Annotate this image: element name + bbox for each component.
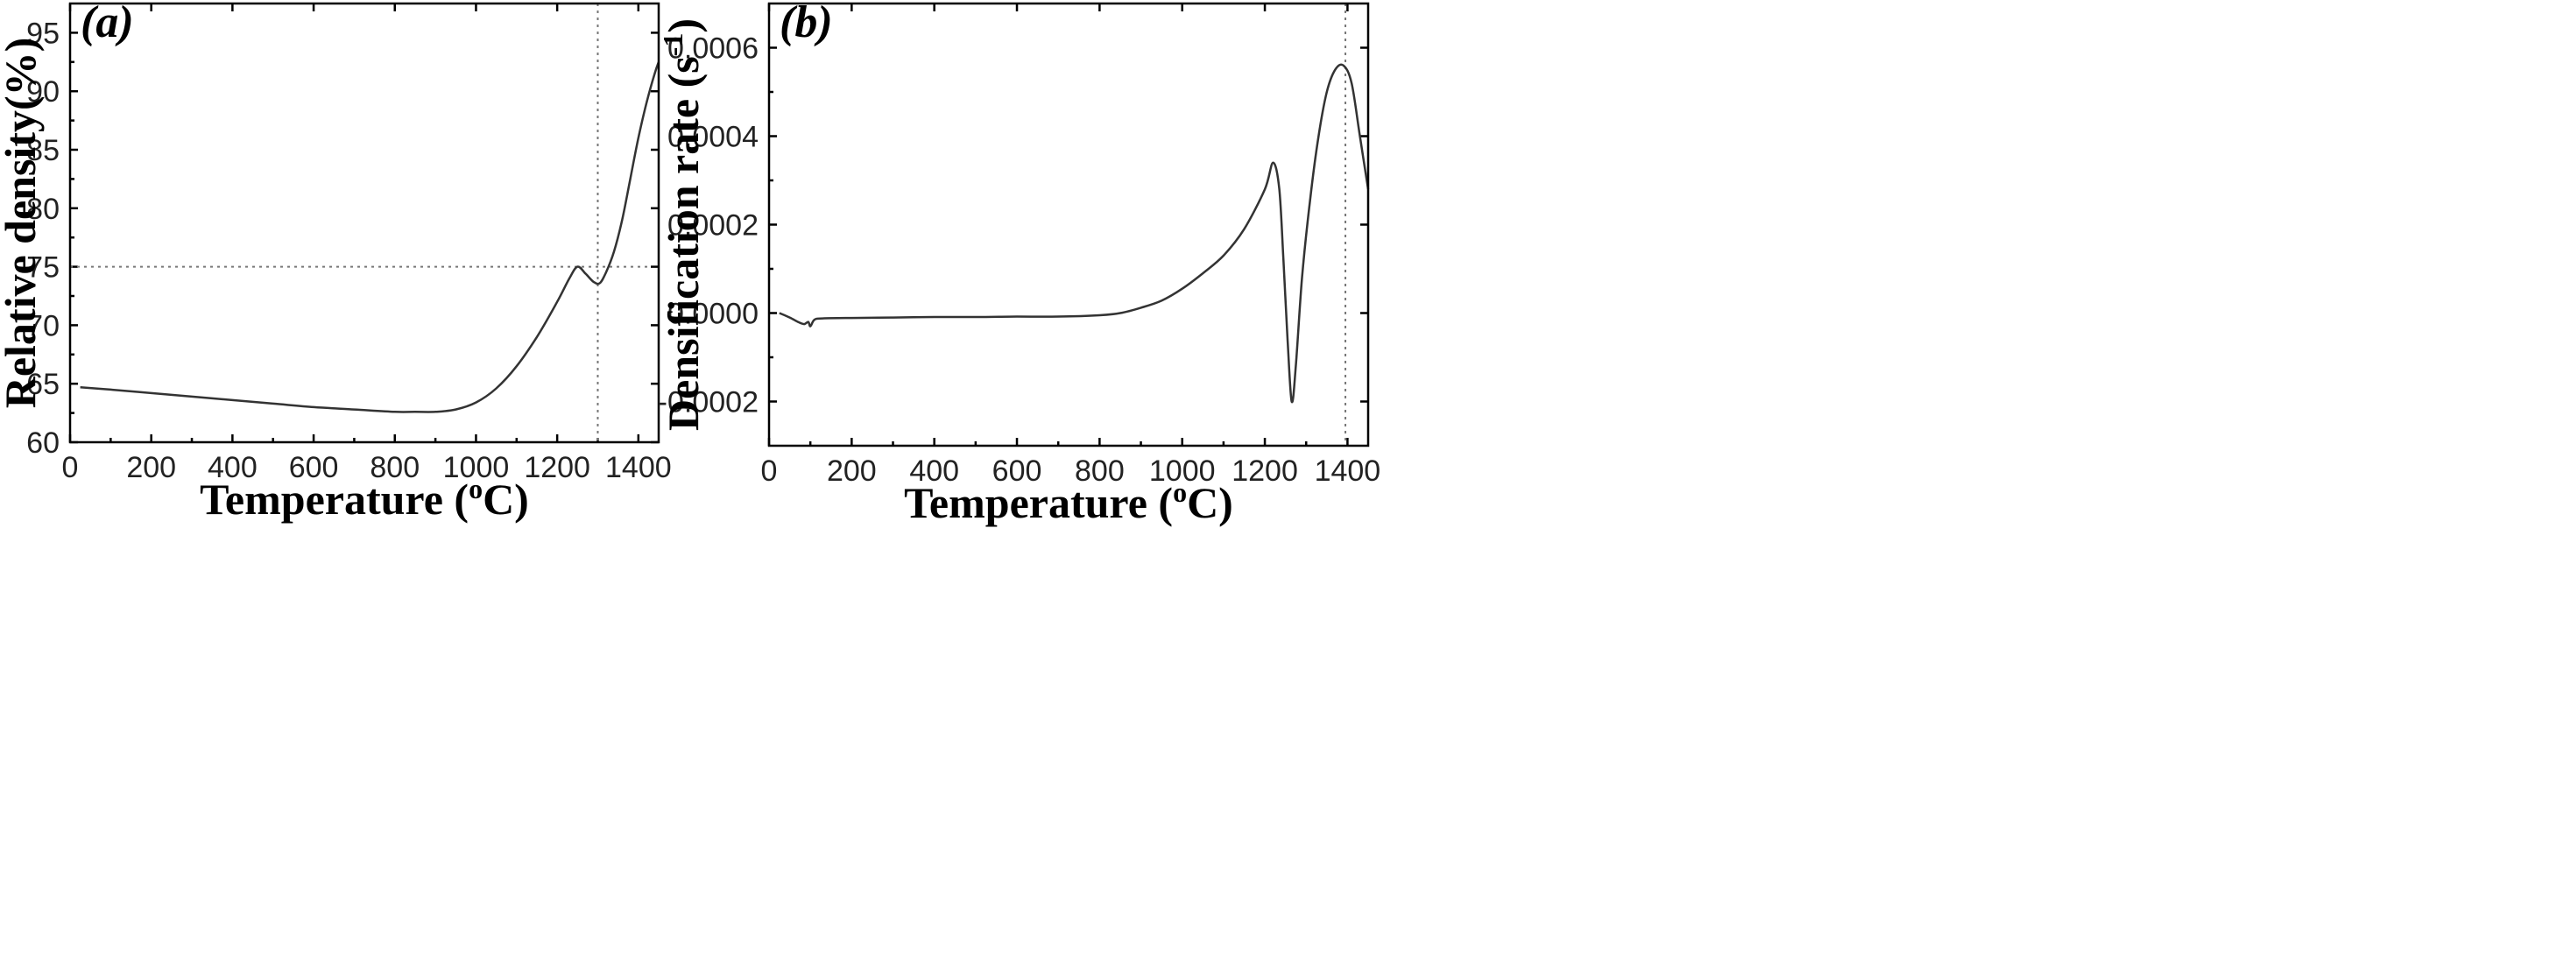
panel-b-x-tick-label: 200 [827, 454, 877, 488]
panel-a-y-axis-title: Relative density(%) [0, 38, 45, 409]
panel-b-x-axis-title-main: Temperature ( [904, 478, 1173, 527]
panel-b-chart: 0 200 400 600 800 1000 1200 1400 -0.0002 0.0000 0.… [657, 0, 1380, 527]
panel-b-data [779, 63, 1370, 404]
panel-a-y-tick-label: 60 [26, 426, 60, 460]
panel-a-label: (a) [81, 0, 134, 47]
panel-b-x-axis-title-tail: C) [1187, 478, 1233, 527]
panel-b-y-tick-label: 0.0002 [667, 209, 759, 243]
panel-b-y-axis-title-sup: -1 [657, 33, 688, 57]
panel-b-y-axis-title-tail: ) [659, 18, 708, 33]
panel-a-y-tick-label: 85 [26, 134, 60, 167]
panel-b-y-tick-label: 0.0004 [667, 121, 759, 154]
panel-a-x-tick-label: 600 [289, 451, 339, 484]
panel-a-y-tick-label: 90 [26, 75, 60, 109]
panel-a-y-tick-label: 80 [26, 193, 60, 226]
panel-b-x-tick-label: 600 [992, 454, 1042, 488]
panel-a-x-tick-label: 1400 [605, 451, 672, 484]
panel-b-x-tick-label: 1400 [1315, 454, 1381, 488]
panel-b-x-axis-title: Temperature (oC) [904, 476, 1233, 527]
panel-a-x-axis-title-tail: C) [483, 475, 529, 524]
panel-a-y-tick-label: 70 [26, 309, 60, 342]
panel-b-y-axis-title-main: Densification rate (s [659, 56, 708, 431]
panel-a-x-axis-title: Temperature (oC) [200, 473, 529, 524]
panel-b-y-tick-label: -0.0002 [658, 386, 759, 419]
panel-b-y-tick-label: 0.0006 [667, 32, 759, 66]
panel-a-y-tick-label: 65 [26, 368, 60, 401]
panel-a-reference-lines [70, 4, 652, 442]
panel-b-y-tick-label: 0.0000 [667, 298, 759, 331]
panel-a-chart: 0 200 400 600 800 1000 1200 1400 60 65 70 75 80 85 90 9… [0, 0, 672, 524]
panel-a-data [80, 61, 660, 413]
panel-a-x-tick-label: 800 [370, 451, 420, 484]
panel-b-plot-frame [767, 2, 1370, 447]
panel-a-x-axis-title-sup: o [469, 473, 483, 504]
panel-a-plot-frame [68, 2, 660, 444]
panel-a-series-line [80, 61, 660, 413]
panel-b-x-tick-label: 0 [761, 454, 778, 488]
panel-a-x-tick-label: 1200 [524, 451, 590, 484]
panel-a-ticks: 0 200 400 600 800 1000 1200 1400 60 65 70 75 80 85 90 9… [26, 4, 672, 484]
panel-b-y-axis-title: Densification rate (s-1) [657, 18, 708, 431]
panel-b-x-tick-label: 1000 [1149, 454, 1216, 488]
panel-b-x-axis-title-sup: o [1173, 476, 1187, 508]
panel-b-x-tick-label: 1200 [1232, 454, 1298, 488]
panel-a-x-tick-label: 1000 [443, 451, 510, 484]
panel-a-x-tick-label: 200 [126, 451, 176, 484]
panel-b-series-line [779, 63, 1370, 404]
panel-a-x-axis-title-main: Temperature ( [200, 475, 469, 524]
panel-a-y-tick-label: 95 [26, 17, 60, 50]
panel-a-x-tick-label: 400 [208, 451, 258, 484]
panel-b-x-tick-label: 800 [1075, 454, 1125, 488]
panel-b-label: (b) [780, 0, 833, 47]
panel-a-y-tick-label: 75 [26, 251, 60, 285]
panel-b-ticks: 0 200 400 600 800 1000 1200 1400 -0.0002 0.0000 0.… [658, 4, 1381, 488]
panel-b-x-tick-label: 400 [909, 454, 959, 488]
panel-a-x-tick-label: 0 [62, 451, 79, 484]
